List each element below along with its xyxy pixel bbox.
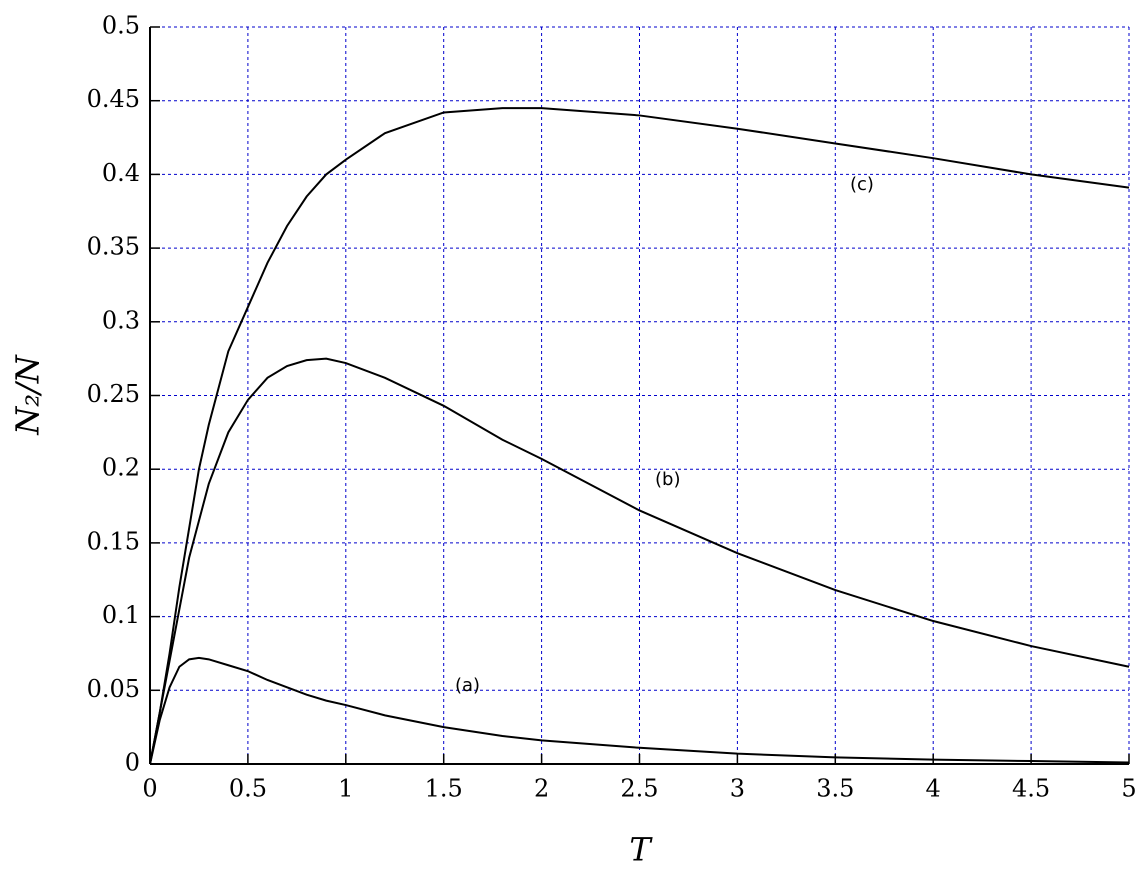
- y-tick-label: 0.45: [87, 85, 140, 113]
- annotation: (b): [655, 469, 680, 490]
- line: [149, 357, 1130, 765]
- x-tick-label: 4.5: [1012, 775, 1050, 803]
- x-tick-label: 0: [142, 775, 157, 803]
- x-tick-label: 1.5: [425, 775, 463, 803]
- x-tick-label: 3: [730, 775, 745, 803]
- y-tick-label: 0.1: [102, 601, 140, 629]
- x-tick-label: 2.5: [620, 775, 658, 803]
- y-tick-label: 0.3: [102, 306, 140, 334]
- x-tick-label: 3.5: [816, 775, 854, 803]
- y-tick-label: 0.4: [102, 159, 140, 187]
- annotation: (c): [850, 174, 874, 195]
- y-tick-label: 0.2: [102, 454, 140, 482]
- line: [149, 107, 1130, 765]
- y-tick-label: 0: [125, 749, 140, 777]
- annotation: (a): [455, 675, 480, 696]
- line: [149, 656, 1130, 765]
- y-tick-label: 0.15: [87, 527, 140, 555]
- y-tick-label: 0.25: [87, 380, 140, 408]
- x-axis-label: T: [629, 831, 653, 869]
- x-tick-label: 1: [338, 775, 353, 803]
- y-tick-label: 0.5: [102, 12, 140, 40]
- y-tick-label: 0.35: [87, 233, 140, 261]
- x-tick-label: 2: [534, 775, 549, 803]
- x-tick-label: 0.5: [229, 775, 267, 803]
- y-axis-label: N₂/N: [9, 354, 47, 436]
- x-tick-label: 5: [1121, 775, 1136, 803]
- x-tick-label: 4: [926, 775, 941, 803]
- y-tick-label: 0.05: [87, 675, 140, 703]
